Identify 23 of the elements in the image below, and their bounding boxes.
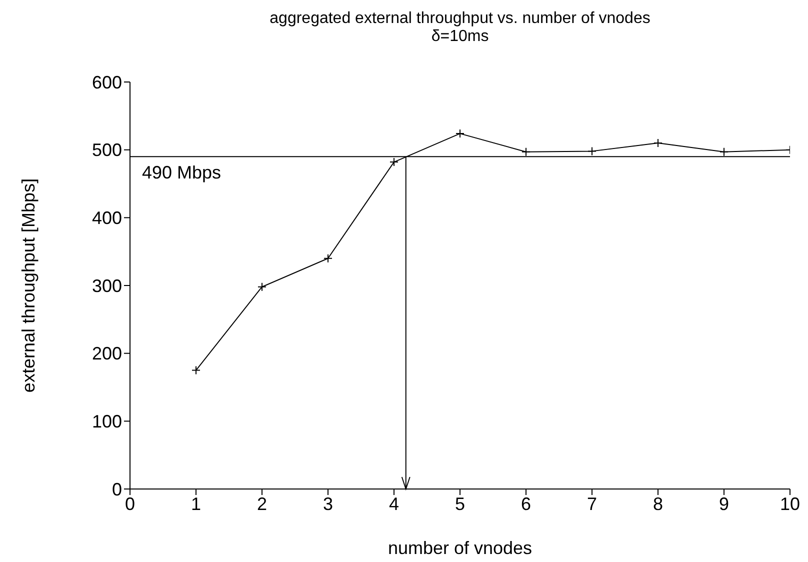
x-tick-label: 8: [652, 494, 664, 514]
x-tick-label: 1: [190, 494, 202, 514]
y-tick-label: 300: [92, 276, 122, 296]
x-tick-label: 9: [718, 494, 730, 514]
x-tick-label: 6: [520, 494, 532, 514]
x-tick-label: 0: [124, 494, 136, 514]
y-axis-title: external throughput [Mbps]: [18, 178, 38, 393]
chart-title: aggregated external throughput vs. number of vnodes: [268, 10, 652, 28]
y-tick-label: 400: [92, 208, 122, 228]
x-tick-label: 3: [322, 494, 334, 514]
x-axis-title: number of vnodes: [388, 538, 532, 558]
y-tick-label: 0: [112, 479, 122, 500]
x-tick-label: 4: [388, 494, 400, 514]
ref-line-label: 490 Mbps: [142, 162, 222, 183]
x-tick-label: 7: [586, 494, 598, 514]
y-tick-label: 600: [92, 72, 122, 92]
y-tick-label: 100: [92, 412, 122, 432]
y-tick-label: 200: [92, 344, 122, 364]
x-tick-label: 10: [780, 494, 800, 514]
y-tick-label: 500: [92, 140, 122, 160]
chart-subtitle: δ=10ms: [430, 28, 490, 46]
x-tick-label: 2: [256, 494, 268, 514]
x-tick-label: 5: [454, 494, 466, 514]
